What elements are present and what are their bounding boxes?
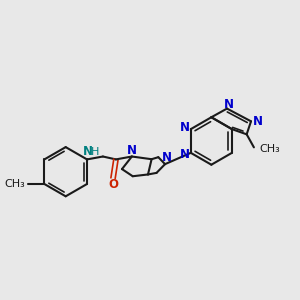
Text: N: N: [224, 98, 233, 111]
Text: N: N: [82, 145, 93, 158]
Text: N: N: [127, 144, 137, 157]
Text: CH₃: CH₃: [4, 179, 25, 189]
Text: CH₃: CH₃: [259, 144, 280, 154]
Text: N: N: [180, 148, 190, 161]
Text: N: N: [252, 115, 262, 128]
Text: O: O: [108, 178, 118, 190]
Text: H: H: [91, 147, 99, 157]
Text: N: N: [161, 151, 172, 164]
Text: N: N: [180, 121, 190, 134]
